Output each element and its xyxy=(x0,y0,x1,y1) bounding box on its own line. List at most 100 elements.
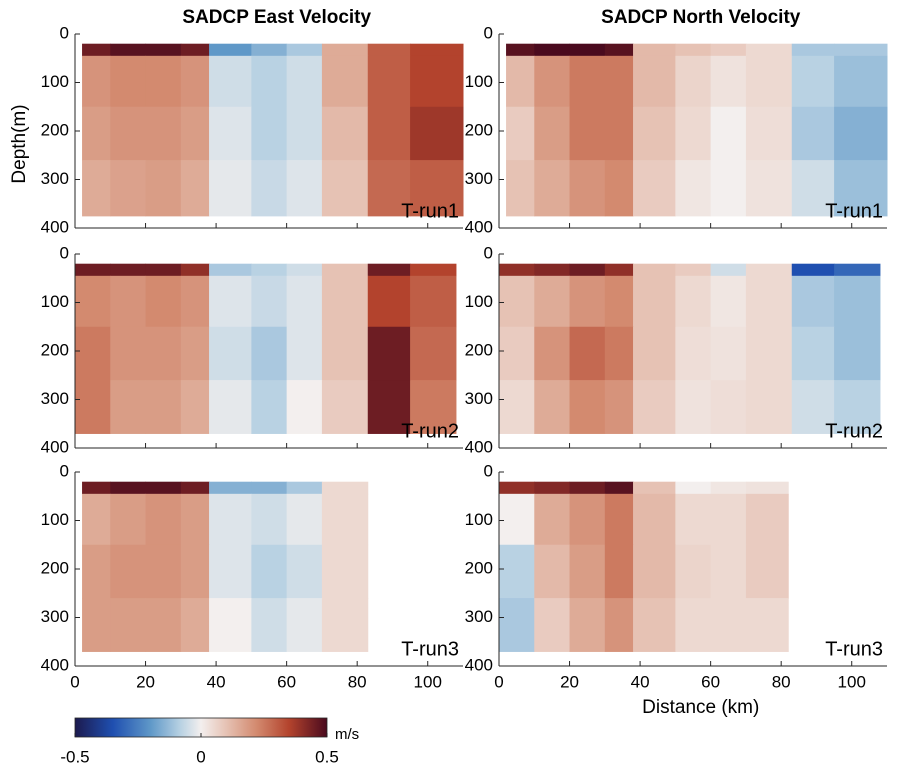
heatmap-cell xyxy=(368,327,411,381)
heatmap-cell xyxy=(146,264,182,277)
panel-title: SADCP East Velocity xyxy=(182,7,371,28)
heatmap-cell xyxy=(146,56,182,107)
heatmap-cell xyxy=(711,44,747,57)
heatmap-cell xyxy=(75,380,111,434)
heatmap-cell xyxy=(534,482,570,495)
heatmap-cell xyxy=(570,276,606,327)
colorbar-label: m/s xyxy=(335,726,359,743)
heatmap-cell xyxy=(146,380,182,434)
heatmap-cell xyxy=(570,160,606,216)
heatmap-cell xyxy=(570,44,606,57)
heatmap-cell xyxy=(322,160,368,216)
heatmap-cell xyxy=(499,482,535,495)
y-tick-label: 200 xyxy=(465,340,493,359)
heatmap-cell xyxy=(181,494,210,545)
y-tick-label: 0 xyxy=(60,461,69,480)
heatmap-cell xyxy=(110,276,146,327)
heatmap-cell xyxy=(287,264,323,277)
y-tick-label: 0 xyxy=(484,23,493,42)
panel-annotation: T-run2 xyxy=(825,420,883,442)
heatmap-cell xyxy=(499,494,535,545)
heatmap-cell xyxy=(209,107,252,161)
heatmap-cell xyxy=(534,160,570,216)
heatmap-cell xyxy=(251,264,287,277)
heatmap-cell xyxy=(181,545,210,599)
heatmap-cell xyxy=(251,545,287,599)
heatmap-cell xyxy=(633,44,676,57)
heatmap-cell xyxy=(209,598,252,652)
heatmap-cell xyxy=(410,264,456,277)
heatmap-cell xyxy=(675,107,711,161)
heatmap-cell xyxy=(82,545,111,599)
heatmap-cell xyxy=(792,327,835,381)
y-tick-label: 0 xyxy=(484,461,493,480)
heatmap-cell xyxy=(146,482,182,495)
heatmap-cell xyxy=(410,327,456,381)
y-tick-label: 300 xyxy=(465,389,493,408)
y-tick-label: 400 xyxy=(465,217,493,236)
heatmap-cell xyxy=(534,380,570,434)
heatmap-cell xyxy=(82,494,111,545)
heatmap-cell xyxy=(368,44,411,57)
y-tick-label: 100 xyxy=(465,510,493,529)
x-tick-label: 80 xyxy=(772,672,791,691)
heatmap-cell xyxy=(181,264,210,277)
heatmap-cell xyxy=(146,327,182,381)
heatmap-cell xyxy=(711,380,747,434)
heatmap-cell xyxy=(746,494,789,545)
heatmap-cell xyxy=(322,545,368,599)
heatmap-cell xyxy=(209,264,252,277)
heatmap-cell xyxy=(675,56,711,107)
heatmap-cell xyxy=(633,276,676,327)
x-tick-label: 40 xyxy=(631,672,650,691)
heatmap-cell xyxy=(368,264,411,277)
panel-title: SADCP North Velocity xyxy=(601,7,801,28)
heatmap-cell xyxy=(181,107,210,161)
heatmap-cell xyxy=(146,598,182,652)
heatmap-cell xyxy=(110,56,146,107)
heatmap-cell xyxy=(506,107,535,161)
heatmap-cell xyxy=(322,264,368,277)
x-tick-label: 20 xyxy=(136,672,155,691)
y-tick-label: 200 xyxy=(41,120,69,139)
panel-annotation: T-run2 xyxy=(401,420,459,442)
heatmap-cell xyxy=(146,276,182,327)
y-tick-label: 300 xyxy=(465,607,493,626)
heatmap-cell xyxy=(110,482,146,495)
heatmap-cell xyxy=(499,276,535,327)
y-tick-label: 0 xyxy=(60,243,69,262)
heatmap-cell xyxy=(146,107,182,161)
heatmap-cell xyxy=(792,107,835,161)
y-tick-label: 100 xyxy=(41,510,69,529)
heatmap-cell xyxy=(251,56,287,107)
heatmap-cell xyxy=(534,264,570,277)
heatmap-cell xyxy=(605,44,634,57)
x-tick-label: 40 xyxy=(207,672,226,691)
heatmap-cell xyxy=(633,327,676,381)
heatmap-cell xyxy=(181,276,210,327)
heatmap-cell xyxy=(322,380,368,434)
heatmap-cell xyxy=(410,44,463,57)
heatmap-cell xyxy=(570,494,606,545)
heatmap-cell xyxy=(534,327,570,381)
heatmap-cell xyxy=(605,380,634,434)
heatmap-cell xyxy=(287,482,323,495)
heatmap-cell xyxy=(251,107,287,161)
heatmap-cell xyxy=(711,545,747,599)
y-tick-label: 400 xyxy=(465,655,493,674)
heatmap-cell xyxy=(570,56,606,107)
y-tick-label: 200 xyxy=(465,558,493,577)
y-tick-label: 400 xyxy=(41,655,69,674)
heatmap-cell xyxy=(322,598,368,652)
heatmap-cell xyxy=(534,56,570,107)
heatmap-cell xyxy=(711,264,747,277)
heatmap-cell xyxy=(209,494,252,545)
heatmap-cell xyxy=(368,56,411,107)
heatmap-cell xyxy=(146,545,182,599)
heatmap-cell xyxy=(711,327,747,381)
y-tick-label: 300 xyxy=(41,169,69,188)
panel-annotation: T-run1 xyxy=(825,200,883,222)
heatmap-cell xyxy=(410,107,463,161)
heatmap-cell xyxy=(287,44,323,57)
